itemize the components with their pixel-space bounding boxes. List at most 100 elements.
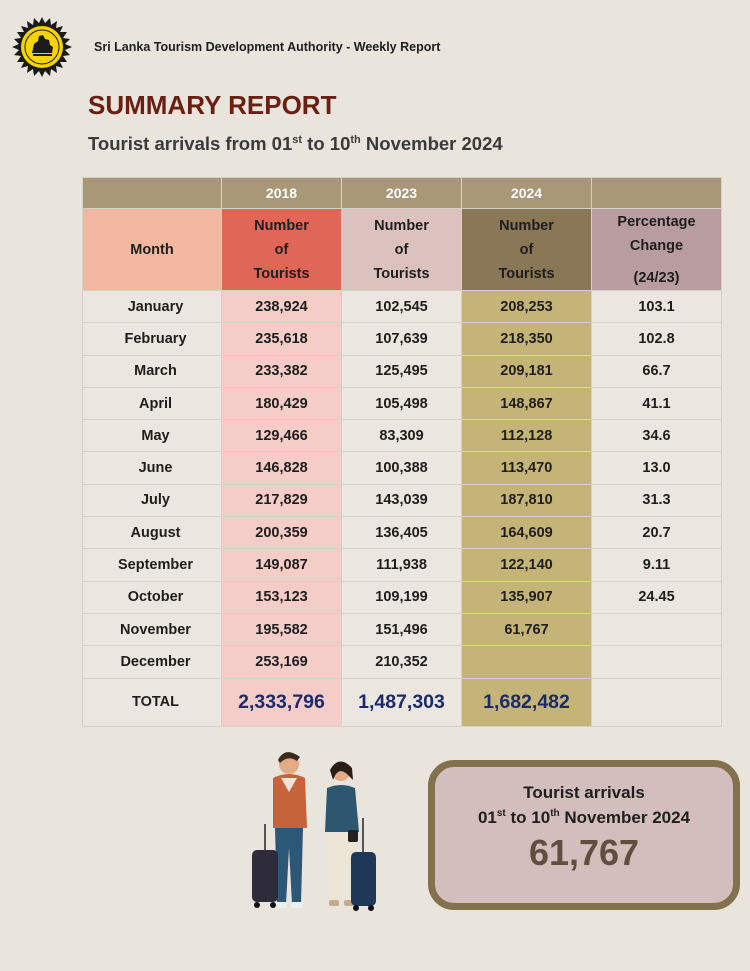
header-line: Tourists <box>373 265 430 282</box>
header: Sri Lanka Tourism Development Authority … <box>12 16 440 78</box>
highlight-title: Tourist arrivals <box>523 783 645 802</box>
percentage-change <box>591 612 722 647</box>
value-2023: 151,496 <box>341 612 462 647</box>
value-2018: 195,582 <box>221 612 342 647</box>
value-2024: 113,470 <box>461 451 592 485</box>
month-cell: September <box>82 548 222 582</box>
value-2023: 125,495 <box>341 354 462 388</box>
month-cell: June <box>82 451 222 485</box>
percentage-change: 34.6 <box>591 419 722 453</box>
tourists-2018-header: Number of Tourists <box>221 208 342 291</box>
year-2024-header: 2024 <box>461 177 592 209</box>
value-2023: 83,309 <box>341 419 462 453</box>
total-row: TOTAL 2,333,796 1,487,303 1,682,482 <box>82 677 722 727</box>
tourists-2023-header: Number of Tourists <box>341 208 462 291</box>
year-header-blank-pct <box>591 177 722 209</box>
year-2023-header: 2023 <box>341 177 462 209</box>
value-2023: 105,498 <box>341 386 462 421</box>
percentage-change <box>591 645 722 679</box>
value-2023: 109,199 <box>341 580 462 614</box>
percentage-change: 24.45 <box>591 580 722 614</box>
total-pct-blank <box>591 677 722 727</box>
table-row: March 233,382 125,495 209,181 66.7 <box>82 354 722 388</box>
month-cell: August <box>82 516 222 550</box>
arrivals-table: 2018 2023 2024 Month Number of Tourists Nu… <box>82 177 722 727</box>
month-cell: April <box>82 386 222 421</box>
month-cell: November <box>82 612 222 647</box>
value-2023: 111,938 <box>341 548 462 582</box>
value-2023: 210,352 <box>341 645 462 679</box>
value-2023: 100,388 <box>341 451 462 485</box>
year-header-row: 2018 2023 2024 <box>82 177 722 209</box>
value-2023: 107,639 <box>341 322 462 356</box>
header-line: (24/23) <box>633 269 680 286</box>
header-line: Percentage <box>617 213 696 230</box>
travelers-illustration-icon <box>252 752 376 911</box>
value-2024: 122,140 <box>461 548 592 582</box>
table-row: September 149,087 111,938 122,140 9.11 <box>82 548 722 582</box>
header-line: Tourists <box>498 265 555 282</box>
total-2024: 1,682,482 <box>461 677 592 727</box>
value-2018: 180,429 <box>221 386 342 421</box>
value-2024: 135,907 <box>461 580 592 614</box>
year-header-blank <box>82 177 222 209</box>
table-row: June 146,828 100,388 113,470 13.0 <box>82 451 722 485</box>
subtitle-text-start: Tourist arrivals from 01 <box>88 133 293 154</box>
percentage-change: 66.7 <box>591 354 722 388</box>
arrivals-highlight-box: Tourist arrivals 01st to 10th November 2… <box>428 760 740 910</box>
header-line: of <box>394 241 409 258</box>
subtitle-sup-1: st <box>292 134 303 146</box>
percentage-change: 103.1 <box>591 289 722 324</box>
month-cell: October <box>82 580 222 614</box>
month-cell: May <box>82 419 222 453</box>
range-end: November 2024 <box>559 808 691 827</box>
value-2018: 129,466 <box>221 419 342 453</box>
sri-lanka-lion-emblem-icon <box>12 17 72 77</box>
month-cell: March <box>82 354 222 388</box>
value-2024: 187,810 <box>461 483 592 518</box>
value-2018: 200,359 <box>221 516 342 550</box>
percentage-change-header: Percentage Change (24/23) <box>591 208 722 291</box>
table-row: July 217,829 143,039 187,810 31.3 <box>82 483 722 518</box>
highlight-date-range: 01st to 10th November 2024 <box>435 808 733 828</box>
value-2023: 136,405 <box>341 516 462 550</box>
percentage-change: 20.7 <box>591 516 722 550</box>
percentage-change: 41.1 <box>591 386 722 421</box>
table-row: January 238,924 102,545 208,253 103.1 <box>82 289 722 324</box>
value-2018: 217,829 <box>221 483 342 518</box>
value-2018: 238,924 <box>221 289 342 324</box>
month-cell: January <box>82 289 222 324</box>
header-line: of <box>519 241 534 258</box>
percentage-change: 31.3 <box>591 483 722 518</box>
value-2018: 149,087 <box>221 548 342 582</box>
value-2018: 153,123 <box>221 580 342 614</box>
highlight-number: 61,767 <box>528 832 640 873</box>
value-2024: 148,867 <box>461 386 592 421</box>
table-row: December 253,169 210,352 <box>82 645 722 679</box>
column-header-row: Month Number of Tourists Number of Tourists … <box>82 208 722 291</box>
month-cell: February <box>82 322 222 356</box>
header-line: Change <box>629 237 684 254</box>
subtitle-text-mid: to 10 <box>302 133 351 154</box>
range-start: 01 <box>477 808 497 827</box>
subtitle-sup-2: th <box>350 134 361 146</box>
value-2024: 164,609 <box>461 516 592 550</box>
header-line: Tourists <box>253 265 310 282</box>
value-2018: 253,169 <box>221 645 342 679</box>
value-2024: 61,767 <box>461 612 592 647</box>
year-2018-header: 2018 <box>221 177 342 209</box>
month-cell: December <box>82 645 222 679</box>
percentage-change: 9.11 <box>591 548 722 582</box>
value-2024: 209,181 <box>461 354 592 388</box>
value-2024: 208,253 <box>461 289 592 324</box>
range-sup-2: th <box>550 808 560 819</box>
value-2018: 235,618 <box>221 322 342 356</box>
header-line: Number <box>254 217 309 234</box>
total-2023: 1,487,303 <box>341 677 462 727</box>
total-label: TOTAL <box>82 677 222 727</box>
percentage-change: 13.0 <box>591 451 722 485</box>
value-2024 <box>461 645 592 679</box>
header-line: Number <box>499 217 554 234</box>
month-cell: July <box>82 483 222 518</box>
range-mid: to 10 <box>505 808 551 827</box>
